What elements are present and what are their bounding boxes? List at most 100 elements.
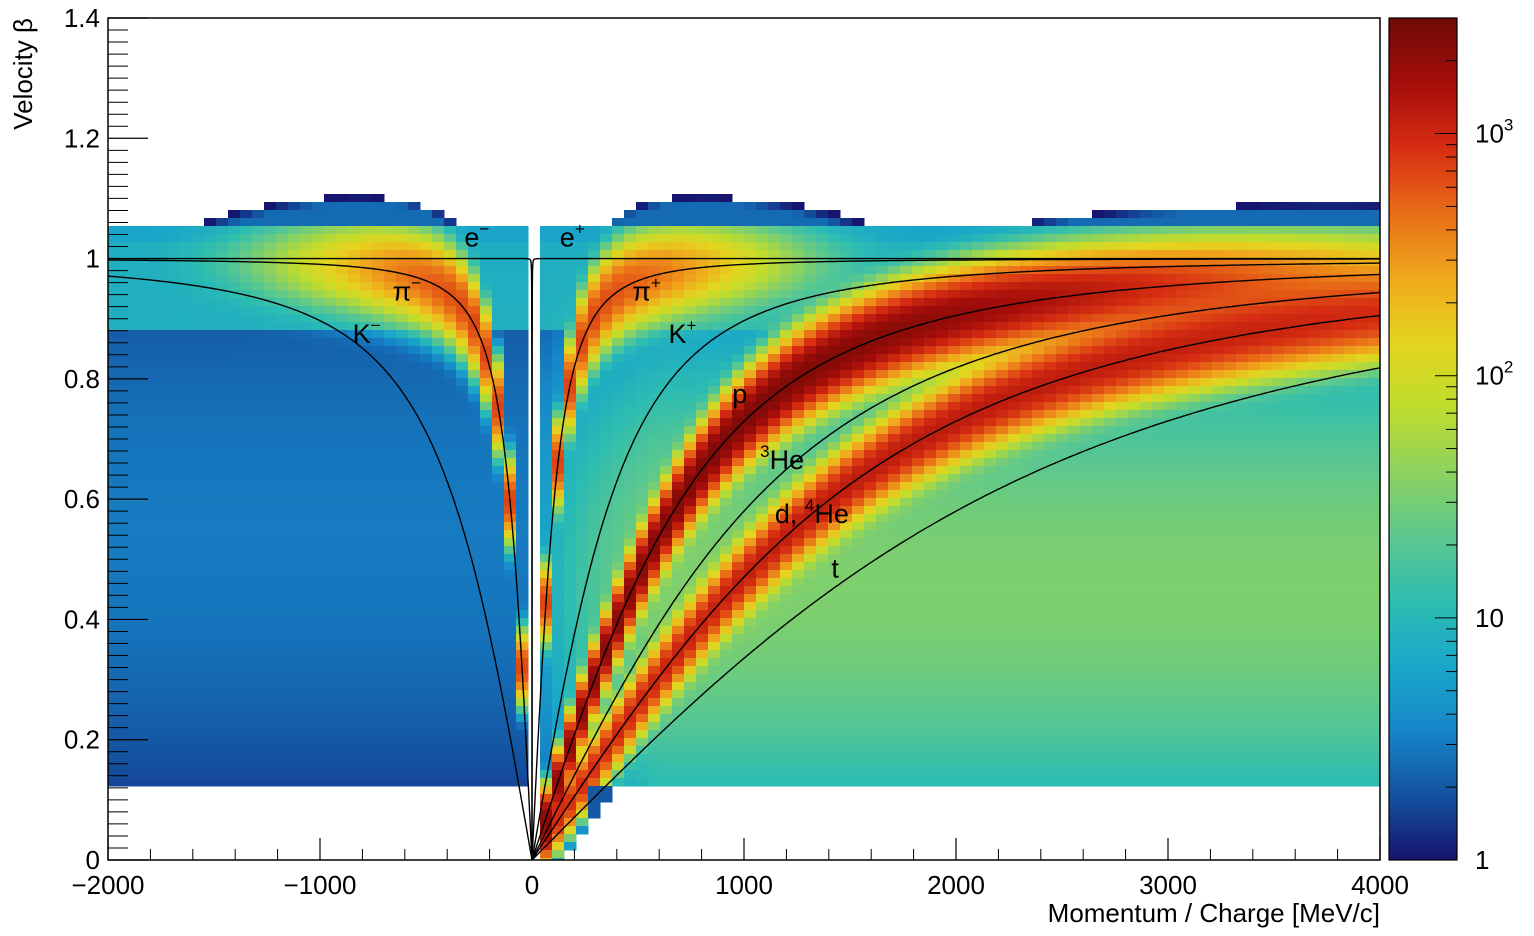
heatmap-cell	[624, 426, 637, 435]
heatmap-cell	[156, 370, 169, 379]
heatmap-cell	[336, 346, 349, 355]
heatmap-cell	[708, 322, 721, 331]
heatmap-cell	[612, 522, 625, 531]
heatmap-cell	[204, 274, 217, 283]
heatmap-cell	[516, 346, 529, 355]
heatmap-cell	[372, 538, 385, 547]
heatmap-cell	[336, 594, 349, 603]
heatmap-cell	[276, 506, 289, 515]
heatmap-cell	[624, 538, 637, 547]
heatmap-cell	[792, 346, 805, 355]
heatmap-cell	[516, 522, 529, 531]
heatmap-cell	[408, 338, 421, 347]
heatmap-cell	[924, 266, 937, 275]
heatmap-cell	[456, 714, 469, 723]
heatmap-cell	[672, 306, 685, 315]
heatmap-cell	[900, 258, 913, 267]
heatmap-cell	[876, 434, 889, 443]
heatmap-cell	[420, 618, 433, 627]
heatmap-cell	[576, 370, 589, 379]
heatmap-cell	[588, 522, 601, 531]
heatmap-cell	[504, 682, 517, 691]
heatmap-cell	[492, 490, 505, 499]
heatmap-cell	[648, 698, 661, 707]
heatmap-cell	[864, 642, 877, 651]
heatmap-cell	[516, 746, 529, 755]
heatmap-cell	[396, 362, 409, 371]
heatmap-cell	[888, 514, 901, 523]
heatmap-cell	[444, 770, 457, 779]
heatmap-cell	[360, 522, 373, 531]
heatmap-cell	[636, 458, 649, 467]
heatmap-cell	[348, 570, 361, 579]
heatmap-cell	[216, 402, 229, 411]
heatmap-cell	[600, 354, 613, 363]
heatmap-cell	[360, 298, 373, 307]
heatmap-cell	[192, 298, 205, 307]
heatmap-cell	[456, 274, 469, 283]
heatmap-cell	[840, 658, 853, 667]
heatmap-cell	[168, 746, 181, 755]
heatmap-cell	[696, 698, 709, 707]
heatmap-cell	[360, 226, 373, 235]
heatmap-cell	[816, 242, 829, 251]
heatmap-cell	[552, 450, 565, 459]
heatmap-cell	[852, 610, 865, 619]
heatmap-cell	[480, 306, 493, 315]
heatmap-cell	[732, 210, 745, 219]
heatmap-cell	[936, 458, 949, 467]
heatmap-cell	[540, 234, 553, 243]
heatmap-cell	[312, 530, 325, 539]
heatmap-cell	[756, 434, 769, 443]
heatmap-cell	[552, 402, 565, 411]
heatmap-cell	[876, 418, 889, 427]
heatmap-cell	[876, 538, 889, 547]
heatmap-cell	[336, 242, 349, 251]
heatmap-cell	[600, 434, 613, 443]
heatmap-cell	[252, 378, 265, 387]
heatmap-cell	[768, 370, 781, 379]
heatmap-cell	[852, 330, 865, 339]
heatmap-cell	[396, 322, 409, 331]
heatmap-cell	[348, 290, 361, 299]
heatmap-cell	[732, 402, 745, 411]
heatmap-cell	[120, 234, 133, 243]
heatmap-cell	[756, 290, 769, 299]
heatmap-cell	[732, 762, 745, 771]
heatmap-cell	[240, 522, 253, 531]
heatmap-cell	[588, 490, 601, 499]
heatmap-cell	[300, 674, 313, 683]
heatmap-cell	[696, 770, 709, 779]
heatmap-cell	[804, 450, 817, 459]
heatmap-cell	[372, 506, 385, 515]
heatmap-cell	[372, 258, 385, 267]
heatmap-cell	[624, 322, 637, 331]
heatmap-cell	[276, 362, 289, 371]
heatmap-cell	[912, 538, 925, 547]
heatmap-cell	[348, 418, 361, 427]
heatmap-cell	[660, 570, 673, 579]
heatmap-cell	[420, 250, 433, 259]
heatmap-cell	[804, 466, 817, 475]
heatmap-cell	[912, 266, 925, 275]
heatmap-cell	[492, 730, 505, 739]
heatmap-cell	[216, 298, 229, 307]
heatmap-cell	[708, 618, 721, 627]
heatmap-cell	[288, 378, 301, 387]
heatmap-cell	[852, 482, 865, 491]
heatmap-cell	[612, 314, 625, 323]
heatmap-cell	[852, 618, 865, 627]
heatmap-cell	[648, 210, 661, 219]
heatmap-cell	[456, 322, 469, 331]
heatmap-cell	[240, 306, 253, 315]
heatmap-cell	[348, 722, 361, 731]
heatmap-cell	[480, 226, 493, 235]
heatmap-cell	[120, 394, 133, 403]
heatmap-cell	[492, 298, 505, 307]
heatmap-cell	[924, 626, 937, 635]
heatmap-cell	[348, 586, 361, 595]
heatmap-cell	[696, 498, 709, 507]
heatmap-cell	[708, 650, 721, 659]
heatmap-cell	[672, 746, 685, 755]
heatmap-cell	[276, 290, 289, 299]
